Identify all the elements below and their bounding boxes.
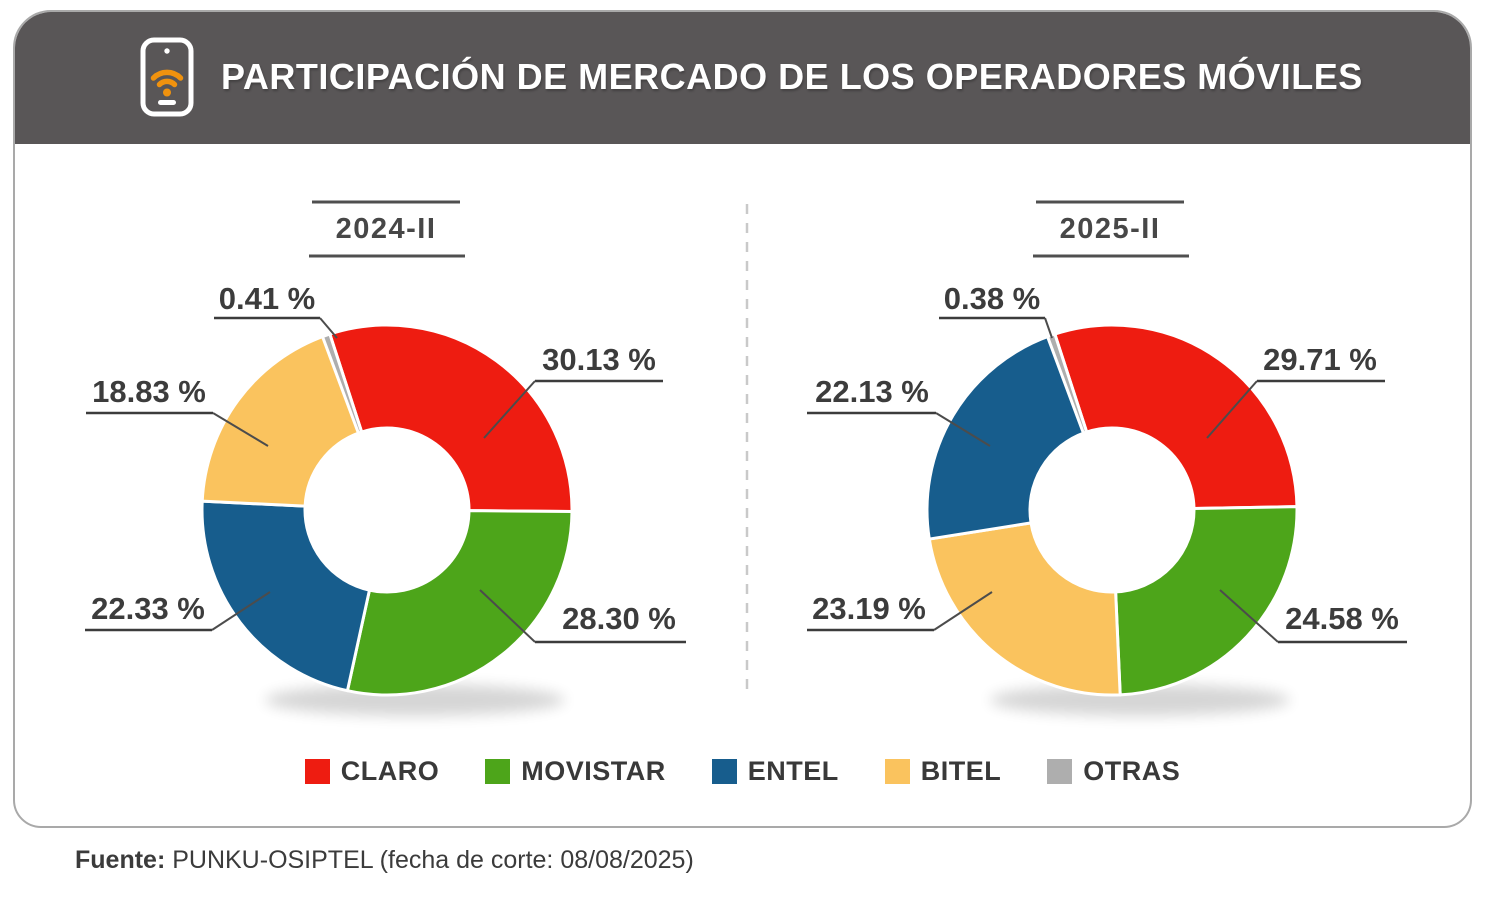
legend-label: CLARO: [340, 756, 440, 786]
donut-slice-entel: [925, 333, 1087, 541]
claro-swatch: [304, 759, 330, 784]
svg-text:0.41 %: 0.41 %: [219, 281, 316, 316]
label-2024-bitel: 18.83 %: [86, 374, 269, 447]
label-2025-movistar: 24.58 %: [1219, 589, 1407, 644]
label-2025-otras: 0.38 %: [939, 281, 1053, 339]
legend-label: MOVISTAR: [521, 756, 666, 786]
legend-item-bitel: BITEL: [884, 756, 1002, 787]
label-2025-bitel: 23.19 %: [807, 591, 993, 632]
label-2024-entel: 22.33 %: [85, 591, 271, 632]
label-2024-otras: 0.41 %: [214, 281, 338, 339]
legend-label: OTRAS: [1083, 756, 1181, 786]
label-2025-entel: 22.13 %: [807, 374, 991, 447]
svg-text:28.30 %: 28.30 %: [562, 601, 676, 636]
bitel-swatch: [884, 759, 910, 784]
movistar-swatch: [485, 759, 511, 784]
donut-shadow: [990, 684, 1290, 716]
otras-swatch: [1047, 759, 1073, 784]
donut-shadow: [265, 684, 565, 716]
smartphone-wifi-icon: [139, 36, 195, 118]
svg-text:0.38 %: 0.38 %: [944, 281, 1041, 316]
chart-title-2025: 2025-II: [1033, 200, 1189, 258]
donut-slice-claro: [1053, 323, 1299, 511]
legend: CLARO MOVISTAR ENTEL BITEL OTRAS: [15, 756, 1470, 787]
donut-slice-movistar: [345, 509, 574, 697]
chart-title-2024: 2024-II: [309, 200, 465, 258]
label-2024-claro: 30.13 %: [483, 342, 663, 439]
source-note: Fuente: PUNKU-OSIPTEL (fecha de corte: 0…: [75, 846, 694, 875]
donut-slice-otras: [321, 332, 364, 435]
donut-slice-movistar: [1114, 505, 1299, 697]
label-2025-claro: 29.71 %: [1206, 342, 1385, 439]
source-text: PUNKU-OSIPTEL (fecha de corte: 08/08/202…: [165, 846, 694, 874]
entel-swatch: [711, 759, 737, 784]
source-label: Fuente:: [75, 846, 166, 874]
donut-slice-entel: [200, 499, 371, 693]
legend-item-claro: CLARO: [304, 756, 440, 787]
donut-chart-2025: [925, 323, 1299, 697]
legend-label: ENTEL: [747, 756, 839, 786]
chart-period-label: 2024-II: [336, 213, 437, 245]
donut-chart-2024: [200, 323, 574, 697]
svg-text:18.83 %: 18.83 %: [92, 374, 206, 409]
charts-canvas: 2024-II 2025-II 30.13 % 28.30 % 22.33 %: [85, 200, 1407, 716]
legend-item-otras: OTRAS: [1047, 756, 1180, 787]
svg-text:30.13 %: 30.13 %: [542, 342, 656, 377]
svg-text:23.19 %: 23.19 %: [812, 591, 926, 626]
legend-item-entel: ENTEL: [711, 756, 839, 787]
page-title: PARTICIPACIÓN DE MERCADO DE LOS OPERADOR…: [221, 56, 1363, 97]
donut-slice-bitel: [200, 334, 362, 508]
infographic-card: PARTICIPACIÓN DE MERCADO DE LOS OPERADOR…: [13, 10, 1472, 828]
label-2024-movistar: 28.30 %: [479, 589, 686, 644]
header-bar: PARTICIPACIÓN DE MERCADO DE LOS OPERADOR…: [15, 12, 1470, 144]
legend-item-movistar: MOVISTAR: [485, 756, 666, 787]
donut-slice-claro: [328, 323, 574, 514]
donut-slice-bitel: [927, 521, 1122, 697]
svg-text:22.13 %: 22.13 %: [815, 374, 929, 409]
legend-label: BITEL: [920, 756, 1002, 786]
svg-text:29.71 %: 29.71 %: [1263, 342, 1377, 377]
svg-text:22.33 %: 22.33 %: [91, 591, 205, 626]
svg-text:24.58 %: 24.58 %: [1285, 601, 1399, 636]
donut-slice-otras: [1046, 332, 1089, 435]
chart-period-label: 2025-II: [1060, 213, 1161, 245]
